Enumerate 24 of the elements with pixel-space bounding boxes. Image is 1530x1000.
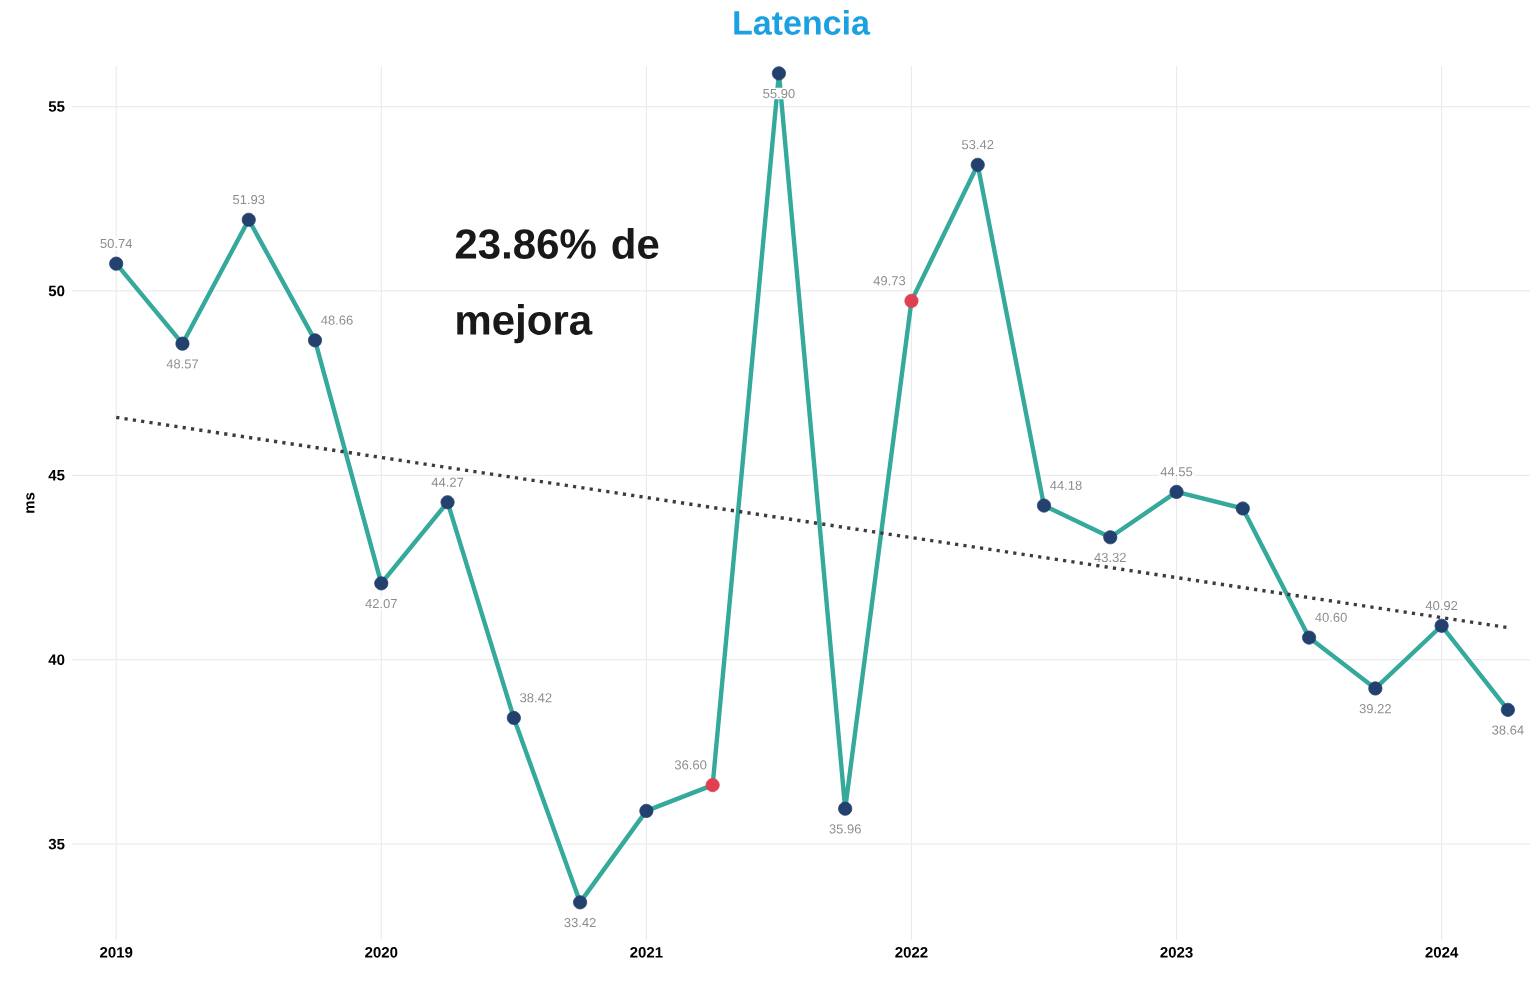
- point: [1368, 681, 1383, 696]
- point: [1434, 618, 1449, 633]
- point: [1500, 702, 1515, 717]
- point: [1037, 498, 1051, 513]
- point: [838, 801, 853, 816]
- point: [241, 212, 256, 227]
- point: [639, 803, 654, 818]
- point: [705, 778, 720, 793]
- point: [1103, 530, 1118, 545]
- point: [175, 336, 190, 351]
- point: [1302, 630, 1317, 645]
- point: [308, 333, 323, 348]
- point: [1169, 484, 1184, 499]
- point: [970, 157, 985, 172]
- chart-title: Latencia: [734, 9, 871, 35]
- point: [506, 710, 521, 725]
- point: [904, 293, 919, 308]
- point: [109, 256, 124, 271]
- annotation: 23.86% de mejora: [455, 228, 659, 344]
- point: [771, 66, 786, 81]
- point: [1235, 501, 1250, 516]
- point: [440, 495, 455, 510]
- point: [374, 576, 389, 591]
- point: [573, 895, 588, 910]
